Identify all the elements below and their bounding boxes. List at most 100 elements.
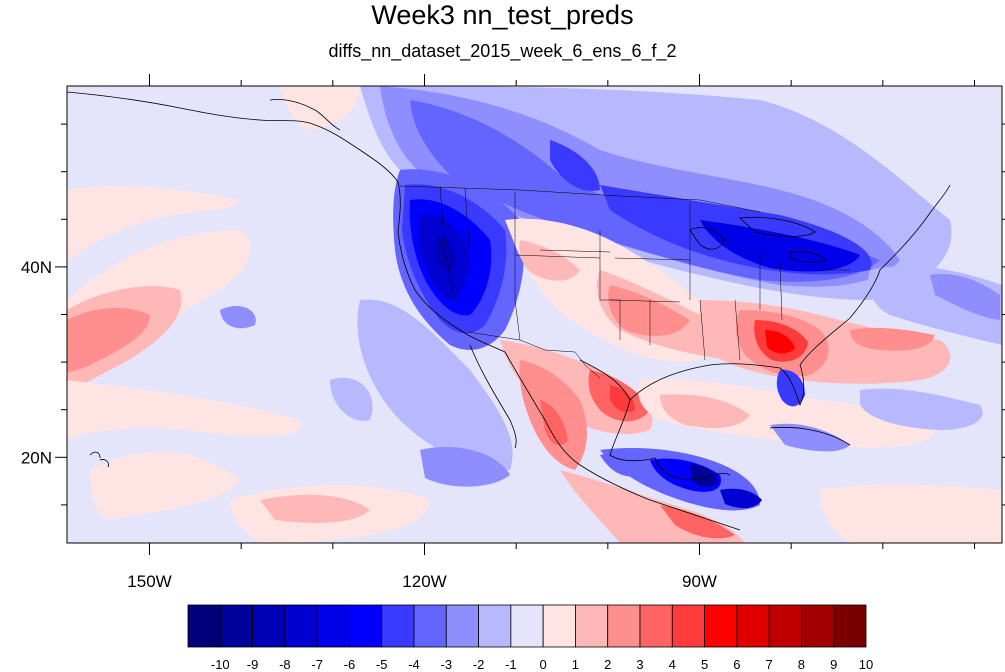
y-tick-label: 40N xyxy=(21,258,52,277)
pacific-coastline xyxy=(67,91,506,353)
lake-huron-superior xyxy=(739,216,816,237)
colorbar-label: 5 xyxy=(701,657,708,672)
mexico-warm-core xyxy=(540,400,568,446)
colorbar-swatch xyxy=(639,604,673,648)
yucatan-cool xyxy=(600,453,640,477)
gulf-of-alaska-warm xyxy=(280,86,360,130)
pacific-warm-south xyxy=(67,380,302,440)
lake-michigan xyxy=(689,227,726,250)
state-borders xyxy=(439,185,850,361)
gulf-caribbean-warm xyxy=(638,379,940,448)
colorbar-label: -1 xyxy=(505,657,517,672)
x-tick-label: 90W xyxy=(682,572,717,591)
colorbar-label: 0 xyxy=(540,657,547,672)
pacific-cool-spot xyxy=(220,305,256,329)
colorbar xyxy=(187,604,867,648)
x-tick-label: 120W xyxy=(402,572,446,591)
colorbar-label: -4 xyxy=(408,657,420,672)
colorbar-swatch xyxy=(607,604,641,648)
colorbar-label: -5 xyxy=(376,657,388,672)
colorbar-label: -6 xyxy=(344,657,356,672)
south-caribbean-warm xyxy=(820,484,1002,543)
central-america-pacific-warm xyxy=(660,505,735,539)
colorbar-label: -2 xyxy=(473,657,485,672)
colorbar-swatch xyxy=(478,604,512,648)
colorbar-swatch xyxy=(768,604,802,648)
cuba xyxy=(769,426,851,446)
colorbar-swatch xyxy=(219,604,253,648)
us-canada-border xyxy=(399,185,761,213)
colorbar-swatch xyxy=(671,604,705,648)
mexico-pacific-coastline xyxy=(504,351,741,531)
axis-ticks xyxy=(55,74,1005,555)
central-america-peak xyxy=(690,464,718,488)
colorbar-label: 2 xyxy=(604,657,611,672)
colorbar-label: 10 xyxy=(859,657,873,672)
cuba-cool xyxy=(770,423,850,452)
colorbar-swatch xyxy=(575,604,609,648)
y-tick-label: 20N xyxy=(21,448,52,467)
hawaii xyxy=(89,451,109,468)
colorbar-swatch xyxy=(252,604,286,648)
colorbar-label: 6 xyxy=(733,657,740,672)
atlantic-warm-spot xyxy=(850,327,935,351)
colorbar-labels: -10 -9 -8 -7 -6 -5 -4 -3 -2 -1 0 1 2 3 4 5 6 7 8 9 10 xyxy=(211,657,873,672)
map-title: Week3 nn_test_preds xyxy=(371,0,634,30)
colorbar-label: 4 xyxy=(669,657,676,672)
gulf-warm-spot xyxy=(660,394,750,428)
pacific-cool-spot-2 xyxy=(330,377,373,421)
oklahoma-warm xyxy=(608,285,690,336)
honduras-cold xyxy=(720,488,762,509)
colorbar-swatch xyxy=(833,604,867,648)
colorbar-swatch xyxy=(284,604,318,648)
colorbar-swatch xyxy=(736,604,770,648)
colorbar-label: 8 xyxy=(798,657,805,672)
west-atlantic-cool xyxy=(860,388,983,430)
florida-cold xyxy=(776,369,805,407)
colorbar-swatch xyxy=(413,604,447,648)
us-mexico-border xyxy=(467,331,601,379)
map-subtitle: diffs_nn_dataset_2015_week_6_ens_6_f_2 xyxy=(328,41,677,61)
colorbar-label: -7 xyxy=(311,657,323,672)
colorbar-swatch xyxy=(349,604,383,648)
colorbar-swatch xyxy=(381,604,415,648)
great-basin-peak xyxy=(435,235,455,271)
atlantic-cool-core xyxy=(930,274,1000,320)
colorbar-swatch xyxy=(445,604,479,648)
colorbar-label: -8 xyxy=(279,657,291,672)
colorbar-swatch xyxy=(704,604,738,648)
us-east-gulf-coastline xyxy=(629,184,951,407)
manitoba-cold xyxy=(550,140,600,191)
alaska-field xyxy=(67,86,200,119)
political-borders xyxy=(399,185,850,379)
pacific-warm-peak xyxy=(67,308,150,372)
great-lakes-core xyxy=(700,220,860,272)
colorbar-label: -10 xyxy=(211,657,230,672)
gulf-coastline-mexico xyxy=(579,359,731,481)
colorbar-swatch xyxy=(187,604,221,648)
pacific-warm-band-north xyxy=(67,185,240,262)
colorbar-label: -9 xyxy=(247,657,259,672)
colorbar-swatch xyxy=(542,604,576,648)
baja-cool xyxy=(357,299,513,470)
coastlines xyxy=(67,91,951,531)
axis-tick-labels: 150W 120W 90W 20N 40N xyxy=(21,258,717,591)
east-pacific-cool xyxy=(420,446,510,487)
x-tick-label: 150W xyxy=(127,572,171,591)
alaska-panhandle xyxy=(269,99,341,131)
colorbar-label: -3 xyxy=(441,657,453,672)
colorbar-swatch xyxy=(316,604,350,648)
colorado-warm xyxy=(519,240,580,281)
baja-coastline xyxy=(469,344,517,449)
tropical-warm-spot xyxy=(260,494,370,523)
colorbar-label: 7 xyxy=(766,657,773,672)
anomaly-field xyxy=(67,86,1002,543)
colorbar-swatch xyxy=(510,604,544,648)
anomaly-blobs xyxy=(67,86,1002,543)
lake-erie xyxy=(789,251,826,263)
hawaii-warm xyxy=(90,451,240,520)
georgia-hot-core xyxy=(765,330,795,354)
colorbar-label: 3 xyxy=(636,657,643,672)
colorbar-label: 9 xyxy=(830,657,837,672)
